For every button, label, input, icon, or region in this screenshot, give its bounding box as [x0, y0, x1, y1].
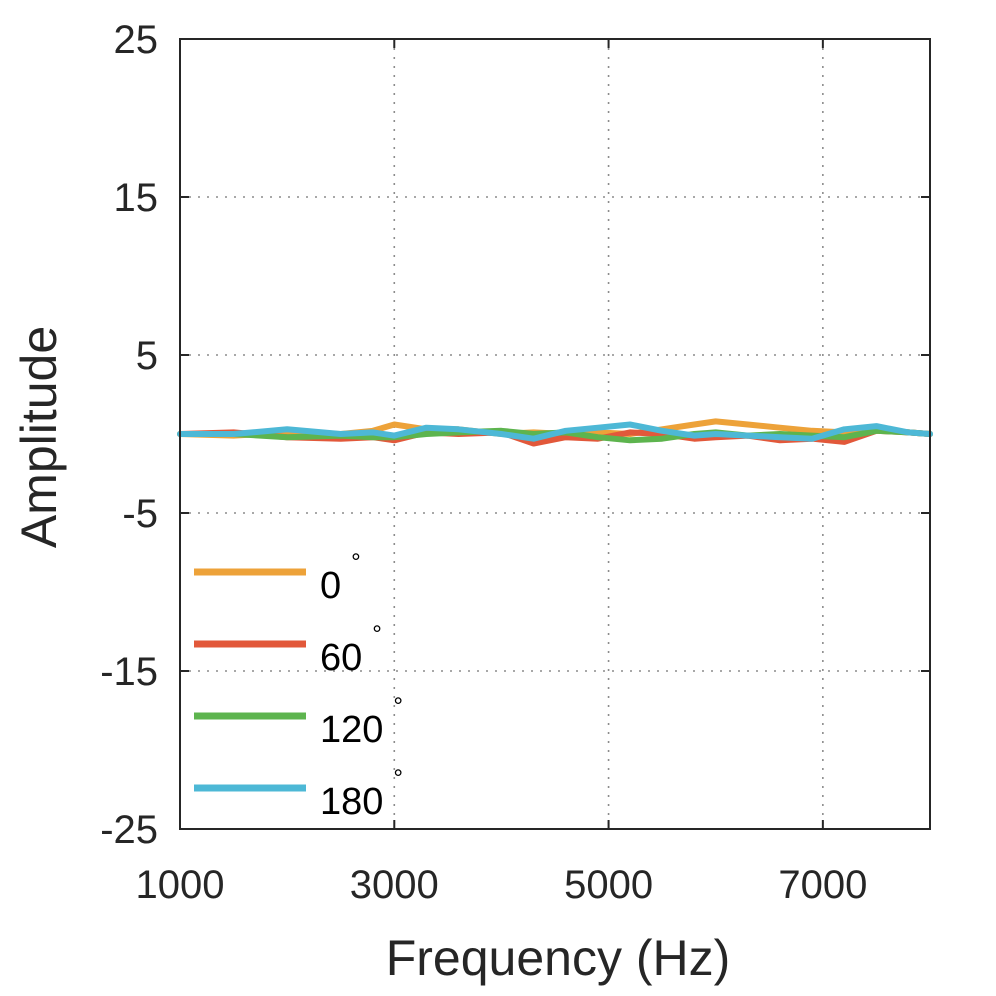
legend-degree-0: ° [351, 549, 361, 576]
x-tick-label: 5000 [564, 863, 653, 907]
legend-label-120: 120 [320, 709, 383, 751]
y-tick-label: 25 [114, 18, 159, 62]
y-tick-labels: -25 -15 -5 5 15 25 [100, 18, 158, 852]
y-tick-label: -5 [122, 492, 158, 536]
x-tick-label: 1000 [136, 863, 225, 907]
legend: 0 ° 60 ° 120 ° 180 ° [194, 549, 403, 823]
y-tick-label: -25 [100, 808, 158, 852]
x-tick-label: 3000 [350, 863, 439, 907]
y-axis-title: Amplitude [11, 326, 67, 548]
legend-degree-60: ° [372, 621, 382, 648]
x-tick-label: 7000 [778, 863, 867, 907]
legend-label-180: 180 [320, 781, 383, 823]
y-tick-label: -15 [100, 650, 158, 694]
y-tick-label: 15 [114, 176, 159, 220]
axis-ticks [179, 38, 930, 830]
legend-degree-120: ° [393, 693, 403, 720]
y-tick-label: 5 [136, 334, 158, 378]
legend-label-0: 0 [320, 565, 341, 607]
x-tick-labels: 1000 3000 5000 7000 [136, 863, 868, 907]
legend-label-60: 60 [320, 637, 362, 679]
series-line-180 [177, 421, 933, 442]
plot-area-frame [179, 38, 931, 830]
legend-degree-180: ° [393, 765, 403, 792]
grid [180, 39, 930, 829]
x-axis-title: Frequency (Hz) [386, 930, 731, 986]
series-group [177, 418, 933, 447]
